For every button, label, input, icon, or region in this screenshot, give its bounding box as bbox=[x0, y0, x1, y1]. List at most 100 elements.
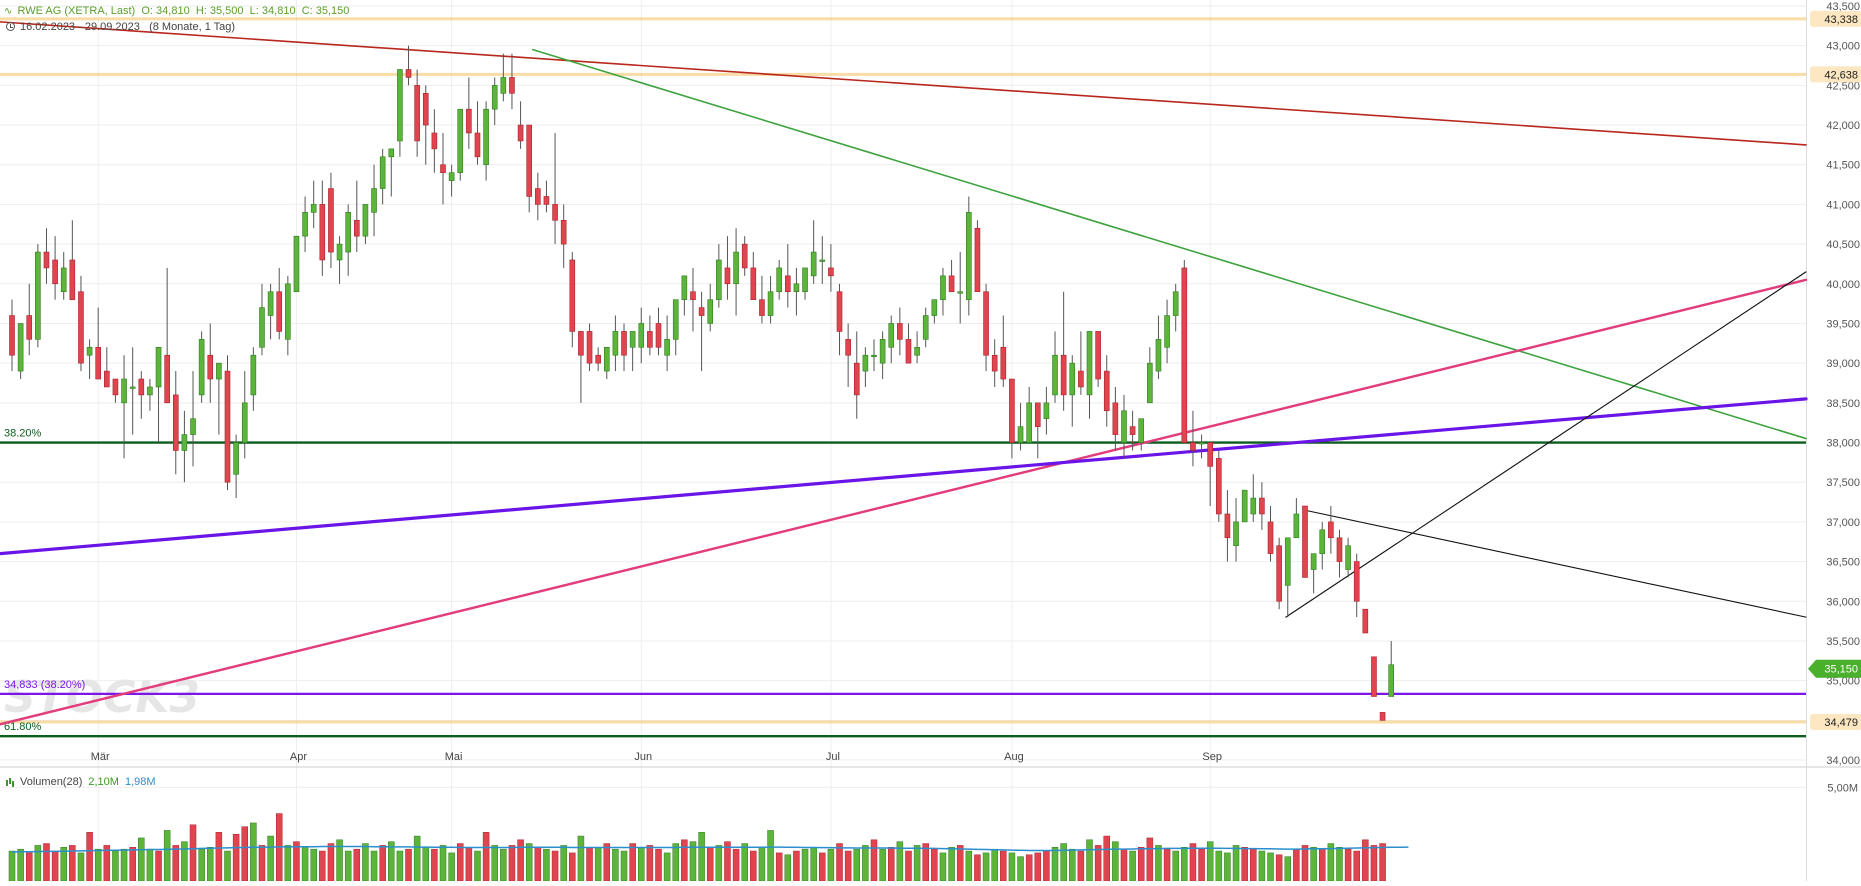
volume-bar bbox=[112, 850, 119, 882]
volume-bar bbox=[301, 847, 309, 882]
candle-body bbox=[1155, 339, 1162, 372]
volume-bar bbox=[155, 850, 162, 882]
candle bbox=[1000, 315, 1007, 387]
volume-bar bbox=[207, 847, 214, 882]
y-tick-label: 43,500 bbox=[1826, 1, 1860, 13]
candle-body bbox=[957, 291, 964, 294]
volume-bar bbox=[250, 822, 257, 882]
candle bbox=[414, 69, 420, 157]
volume-bar bbox=[163, 830, 171, 882]
fib-level-label: 38.20% bbox=[4, 428, 42, 440]
candle bbox=[95, 307, 101, 380]
volume-bar bbox=[767, 830, 774, 882]
candle bbox=[1259, 482, 1265, 530]
volume-bar bbox=[1379, 843, 1386, 882]
candle-body bbox=[595, 354, 601, 364]
volume-bar bbox=[344, 850, 352, 882]
candle bbox=[1302, 505, 1308, 578]
y-tick-label: 40,000 bbox=[1826, 279, 1860, 291]
candle-body bbox=[1129, 426, 1136, 435]
volume-bar bbox=[750, 850, 757, 882]
volume-bar bbox=[655, 848, 662, 882]
candle-body bbox=[379, 156, 386, 189]
candle-body bbox=[543, 196, 550, 205]
volume-bar bbox=[1362, 839, 1369, 882]
candle bbox=[1267, 506, 1274, 562]
candle-body bbox=[681, 275, 688, 300]
candle bbox=[1388, 640, 1394, 697]
candle-body bbox=[1172, 291, 1179, 316]
candle-body bbox=[759, 299, 765, 316]
volume-bar bbox=[1008, 852, 1016, 882]
candle bbox=[836, 283, 843, 356]
candle-body bbox=[431, 132, 438, 150]
volume-bar bbox=[1284, 856, 1292, 882]
candle-body bbox=[1284, 537, 1291, 586]
volume-bar bbox=[267, 835, 274, 882]
volume-bar bbox=[1000, 850, 1007, 882]
candle bbox=[810, 220, 817, 284]
candle-body bbox=[750, 267, 757, 300]
candle bbox=[543, 180, 550, 213]
volume-bar bbox=[879, 848, 886, 882]
candle bbox=[828, 244, 834, 292]
candle bbox=[569, 252, 576, 348]
instrument-header: ∿ RWE AG (XETRA, Last) O: 34,810 H: 35,5… bbox=[4, 5, 349, 17]
open-label: O: bbox=[141, 5, 153, 17]
candle bbox=[517, 101, 524, 149]
volume-bar bbox=[43, 843, 50, 882]
candle bbox=[905, 323, 912, 364]
candle-body bbox=[1336, 537, 1343, 562]
volume-ma-line bbox=[11, 845, 1409, 853]
candle-body bbox=[922, 315, 929, 340]
volume-bar bbox=[1172, 850, 1179, 882]
y-tick-label: 41,000 bbox=[1826, 199, 1860, 211]
x-tick-label: Aug bbox=[1004, 751, 1024, 763]
candle-body bbox=[1121, 410, 1127, 443]
candle bbox=[353, 180, 360, 253]
candle bbox=[1328, 506, 1334, 554]
y-tick-label: 40,500 bbox=[1826, 239, 1860, 251]
candle-body bbox=[836, 291, 843, 332]
volume-bar bbox=[138, 837, 145, 882]
candle-body bbox=[1259, 497, 1265, 515]
candle bbox=[948, 259, 955, 293]
price-level-label: 43,338 bbox=[1824, 14, 1858, 26]
candle-body bbox=[500, 77, 507, 94]
volume-bar bbox=[51, 850, 59, 882]
candle-body bbox=[1181, 267, 1188, 443]
volume-bar bbox=[612, 848, 619, 882]
open-value: 34,810 bbox=[156, 5, 190, 17]
candle-body bbox=[526, 124, 533, 197]
y-tick-label: 35,000 bbox=[1826, 676, 1860, 688]
candle-body bbox=[491, 85, 498, 110]
candle-body bbox=[1052, 354, 1058, 396]
high-label: H: bbox=[195, 5, 207, 17]
candle bbox=[1129, 410, 1136, 451]
last-price-badge bbox=[1808, 659, 1861, 678]
candle bbox=[603, 346, 610, 380]
candle-body bbox=[888, 323, 895, 348]
candle-body bbox=[422, 93, 429, 126]
y-tick-label: 39,500 bbox=[1826, 318, 1860, 330]
candle-body bbox=[612, 331, 619, 356]
volume-bar bbox=[638, 847, 645, 882]
candle bbox=[1362, 608, 1369, 634]
candle-body bbox=[862, 354, 869, 372]
candle-body bbox=[397, 69, 403, 142]
candle-body bbox=[1345, 545, 1351, 570]
volume-bar bbox=[1370, 845, 1378, 882]
candle bbox=[1043, 386, 1050, 435]
candle-body bbox=[405, 69, 412, 78]
candle bbox=[802, 267, 808, 300]
candle-body bbox=[974, 227, 981, 293]
volume-bar bbox=[534, 847, 542, 882]
candle bbox=[104, 347, 110, 388]
fib-value-label: 34,833 (38.20%) bbox=[4, 679, 85, 691]
candle bbox=[879, 331, 886, 380]
candle-body bbox=[948, 275, 955, 293]
volume-bar bbox=[258, 845, 266, 882]
candle-body bbox=[1328, 521, 1334, 539]
